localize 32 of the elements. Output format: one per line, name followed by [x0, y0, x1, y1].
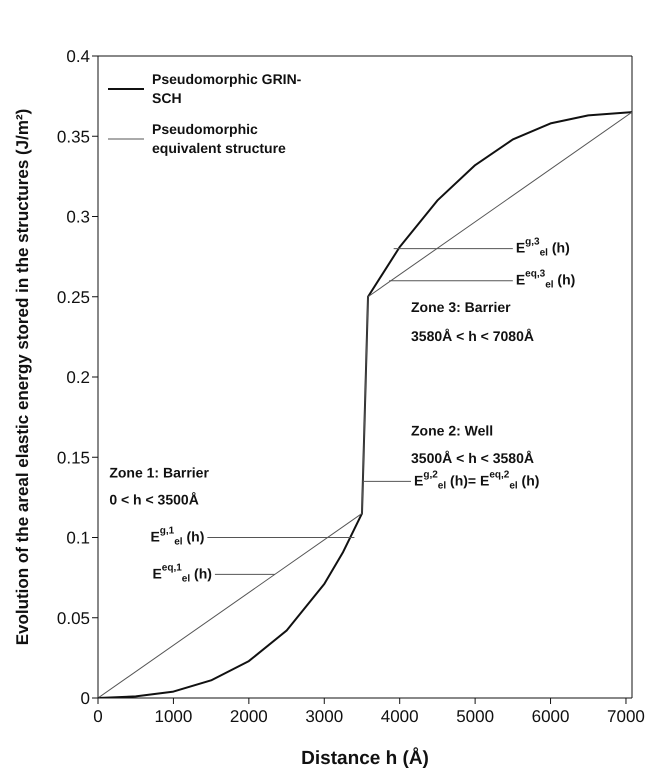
annotation: E$^{g,3}$$_{el}$ (h) [516, 236, 570, 258]
y-tick-label: 0.05 [56, 608, 90, 628]
y-tick-label: 0.2 [66, 368, 90, 388]
legend-label: Pseudomorphic GRIN-SCH [152, 70, 302, 108]
x-tick-label: 0 [93, 707, 103, 726]
legend-label: Pseudomorphic equivalent structure [152, 120, 287, 158]
x-tick-label: 1000 [154, 707, 192, 726]
y-tick-label: 0.1 [66, 528, 90, 548]
annotation: 0 < h < 3500Å [109, 491, 199, 508]
y-axis-title: Evolution of the areal elastic energy stored in the structures (J/m²) [13, 108, 32, 646]
y-tick-label: 0.4 [66, 47, 90, 66]
x-axis-title: Distance h (Å) [301, 747, 429, 769]
annotation: E$^{g,2}$$_{el}$ (h)= E$^{eq,2}$$_{el}$ (h) [414, 468, 540, 491]
x-tick-label: 7000 [607, 707, 645, 726]
x-tick-label: 2000 [230, 707, 268, 726]
annotation: Zone 3: Barrier [411, 298, 512, 315]
annotation: Zone 1: Barrier [109, 464, 210, 480]
x-tick-label: 4000 [380, 707, 419, 726]
y-tick-label: 0.25 [56, 288, 90, 307]
x-tick-label: 5000 [456, 707, 494, 726]
annotation: Zone 2: Well [411, 422, 494, 438]
annotation: 3500Å < h < 3580Å [411, 450, 534, 466]
annotation: E$^{g,1}$$_{el}$ (h) [150, 525, 204, 548]
y-tick-label: 0 [80, 689, 90, 708]
x-tick-label: 6000 [532, 707, 570, 726]
y-tick-label: 0.3 [66, 208, 90, 227]
annotation: 3580Å < h < 7080Å [411, 328, 534, 344]
annotation: E$^{eq,1}$$_{el}$ (h) [152, 562, 212, 584]
y-tick-label: 0.35 [56, 127, 90, 146]
y-tick-label: 0.15 [56, 448, 90, 468]
x-tick-label: 3000 [305, 707, 344, 726]
annotation: E$^{eq,3}$$_{el}$ (h) [516, 268, 576, 290]
